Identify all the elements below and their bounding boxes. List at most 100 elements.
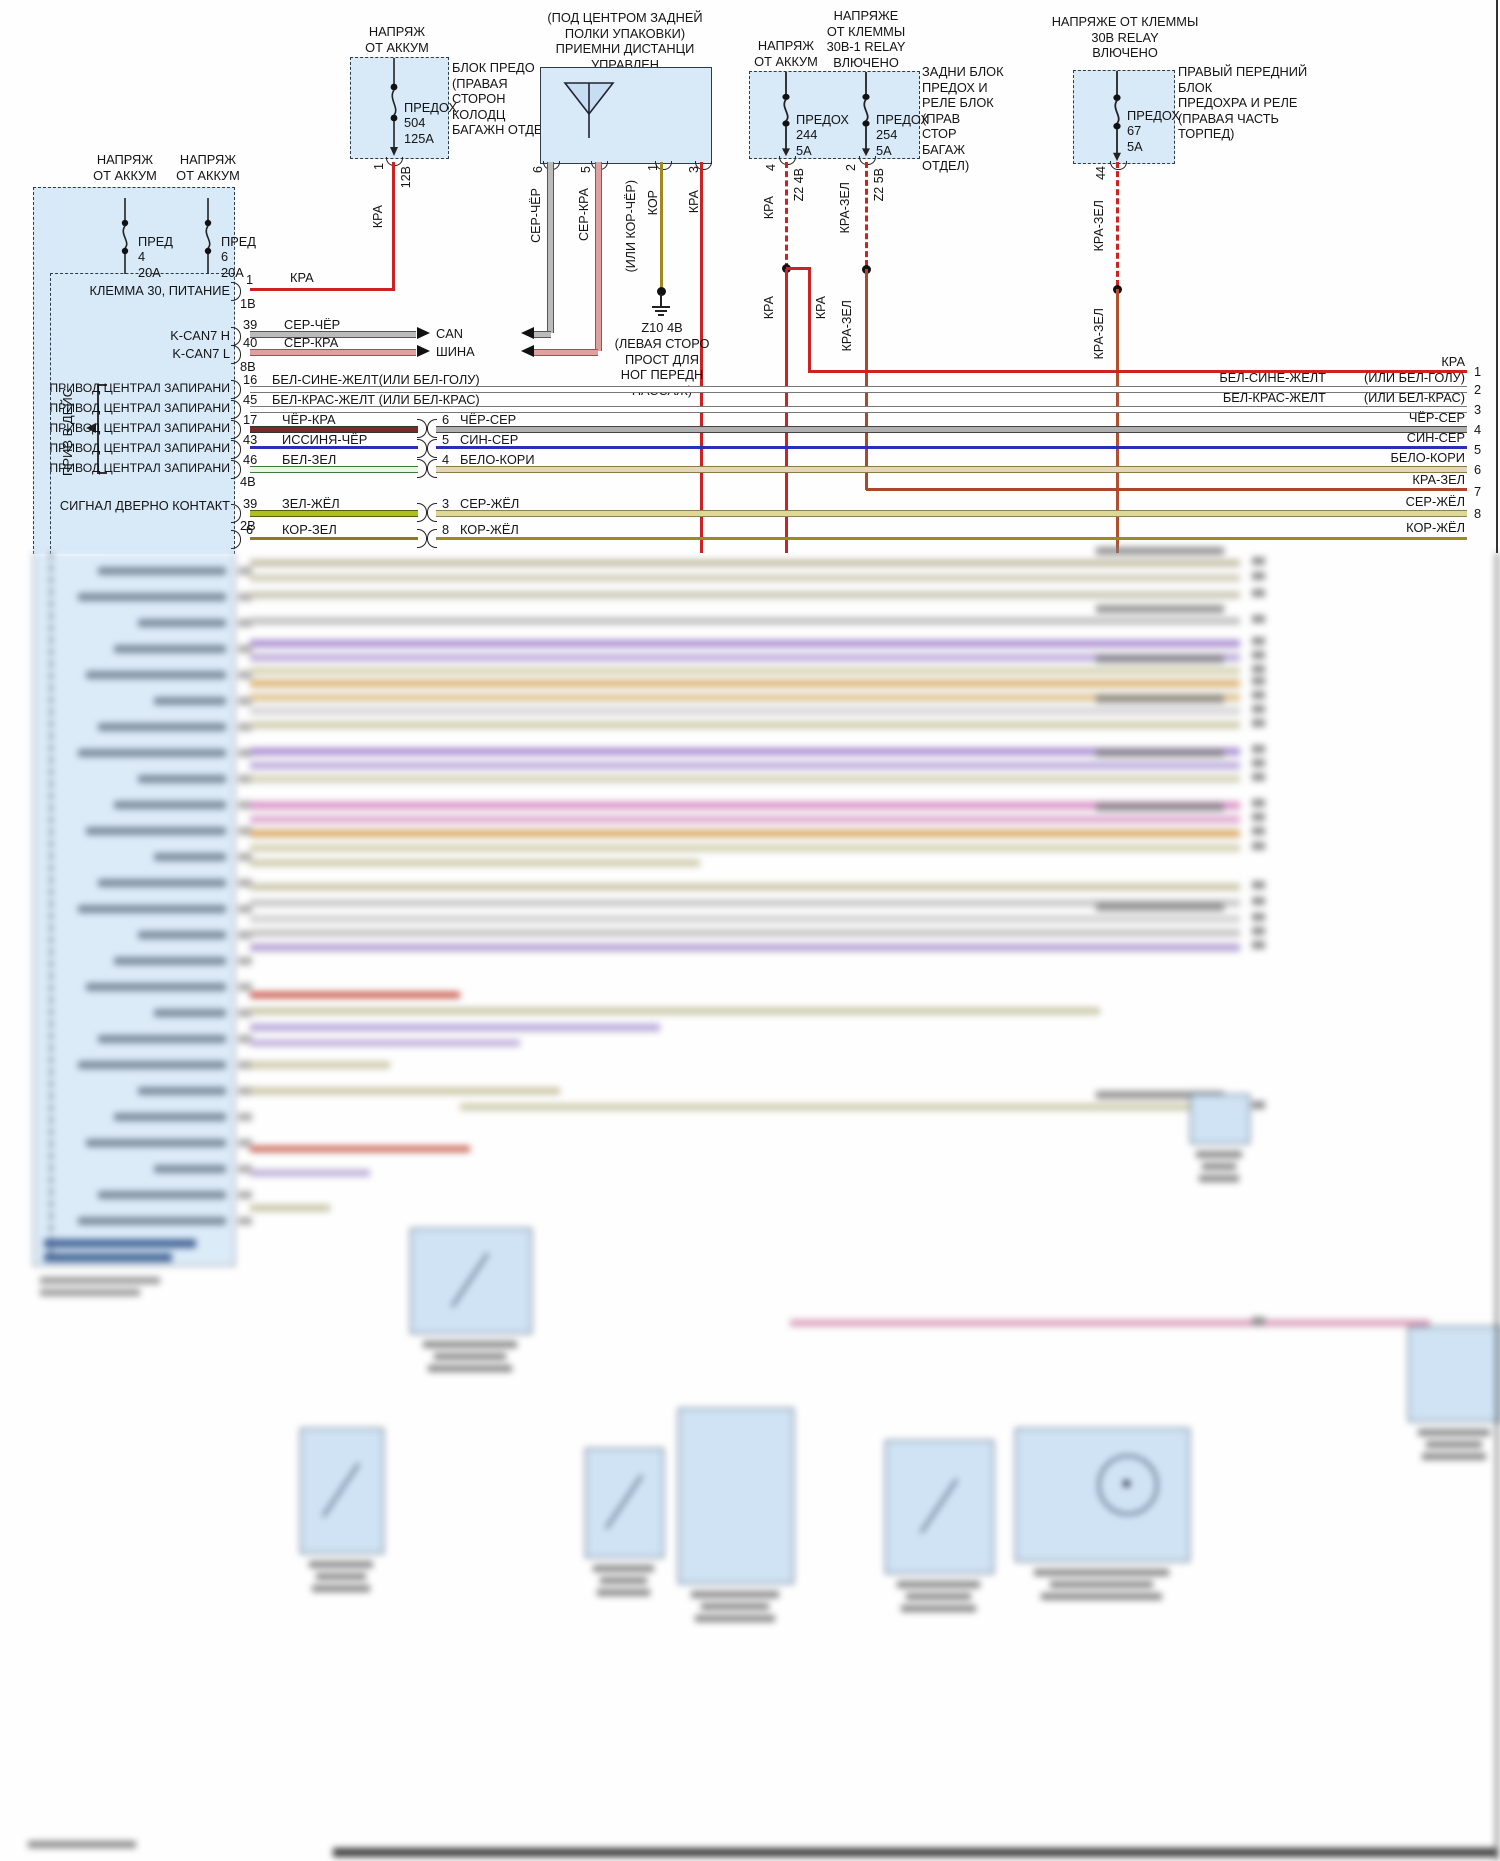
blurred-right-number	[1252, 615, 1265, 623]
blurred-wire-h	[790, 1320, 1430, 1326]
wire-sin-ser	[436, 446, 1467, 450]
wire-kra-branch-h	[786, 267, 811, 270]
antenna-pin6-wire-label: СЕР-ЧЁР	[529, 188, 543, 243]
blurred-module-inner-border	[50, 553, 52, 1253]
blurred-wire-h	[250, 762, 1240, 769]
blurred-component-label	[1198, 1175, 1240, 1182]
blurred-module-row-label	[86, 983, 226, 991]
blurred-component-label	[896, 1581, 981, 1588]
blurred-wire-h	[250, 560, 1240, 566]
pin-number: 17	[243, 412, 258, 427]
wire-label: КРА	[290, 270, 314, 285]
blurred-right-number	[1252, 677, 1265, 685]
blurred-pin-stub	[238, 1009, 252, 1017]
pin-number: 43	[243, 432, 258, 447]
wire-krazel-dashed	[1116, 162, 1119, 286]
mid-connector	[417, 419, 427, 438]
fuse-symbol	[1113, 71, 1121, 162]
fuse-symbol	[390, 58, 398, 156]
mid-wire-label: ЧЁР-СЕР	[460, 412, 517, 427]
lock-row-label: ПРИВОД ЦЕНТРАЛ ЗАПИРАНИ	[49, 421, 230, 435]
wire-label: БЕЛ-КРАС-ЖЕЛТ (ИЛИ БЕЛ-КРАС)	[272, 392, 480, 407]
antenna-pin6-number: 6	[531, 166, 545, 173]
blurred-right-label	[1096, 749, 1224, 757]
fuse-symbol	[782, 72, 790, 157]
connector-label: 8В	[240, 359, 256, 374]
wire-krazel-dashed	[865, 162, 868, 266]
row-kcan7l-label: K-CAN7 L	[172, 346, 230, 361]
ground-bar	[652, 306, 670, 308]
blurred-wire-h	[250, 640, 1240, 647]
blurred-module-row-label	[114, 1113, 226, 1121]
blurred-pin-stub	[238, 645, 252, 653]
blurred-pin-stub	[238, 749, 252, 757]
mid-pin-number: 8	[442, 522, 450, 537]
blurred-wire-h	[250, 1146, 470, 1152]
blurred-component-label	[901, 1605, 976, 1612]
blurred-component-box	[678, 1408, 794, 1584]
blurred-note	[40, 1277, 160, 1284]
blurred-right-number	[1252, 941, 1265, 949]
fuse244-pin-number: 4	[764, 164, 778, 171]
wire-kor-zhyol	[436, 537, 1467, 540]
pin-number: 40	[243, 335, 258, 350]
blurred-pin-stub	[238, 697, 252, 705]
group-bracket	[97, 472, 107, 474]
blurred-component-box	[1190, 1094, 1250, 1144]
blurred-right-number	[1252, 927, 1265, 935]
mid-wire-label: СИН-СЕР	[460, 432, 519, 447]
connector-label: 2В	[240, 518, 256, 533]
ground-junction-dot	[657, 287, 666, 296]
blurred-wire-h	[460, 1104, 1240, 1110]
row-kcan7h-label: K-CAN7 H	[170, 328, 230, 343]
right-wire-label: СЕР-ЖЁЛ	[1405, 494, 1465, 509]
blurred-wire-h	[250, 930, 1240, 936]
blurred-component-label	[434, 1353, 506, 1360]
can-arrow-left	[521, 345, 534, 357]
blurred-right-number	[1252, 759, 1265, 767]
blurred-pin-stub	[238, 1217, 252, 1225]
blurred-module-row-label	[78, 593, 226, 601]
ground-id-label: Z10 4В	[641, 320, 683, 335]
blurred-right-number	[1252, 1317, 1265, 1325]
right-wire-label: СИН-СЕР	[1406, 430, 1465, 445]
blurred-component-box	[300, 1428, 384, 1554]
fuse244-supply-label: НАПРЯЖ ОТ АККУМ	[754, 38, 818, 69]
right-row-number: 8	[1474, 506, 1482, 521]
left-module-inner-border	[50, 273, 234, 554]
blurred-module-row-label	[78, 1061, 226, 1069]
blurred-right-number	[1252, 557, 1265, 565]
blurred-component-box	[1015, 1428, 1190, 1562]
blurred-component-label	[700, 1603, 770, 1610]
fuse-symbol	[862, 72, 870, 157]
blurred-right-number	[1252, 842, 1265, 850]
blurred-pin-stub	[238, 1165, 252, 1173]
fuse67-label: ПРЕДОХ 67 5А	[1127, 107, 1180, 154]
blurred-pin-stub	[238, 827, 252, 835]
mid-wire-label: КОР-ЖЁЛ	[460, 522, 519, 537]
right-wire-label: КРА	[1441, 354, 1465, 369]
blurred-pin-stub	[238, 983, 252, 991]
blurred-wire-h	[250, 708, 1240, 714]
group-arrow	[86, 423, 96, 433]
antenna-icon	[563, 82, 615, 138]
blurred-pin-stub	[238, 619, 252, 627]
blurred-component-label	[428, 1365, 512, 1372]
blurred-right-label	[1096, 655, 1224, 663]
connector-label: 4В	[240, 474, 256, 489]
fuse504-pin-number: 1	[372, 163, 386, 170]
pin-number: 45	[243, 392, 258, 407]
pin-number: 39	[243, 496, 258, 511]
blurred-component-label	[1418, 1429, 1490, 1436]
blurred-pin-stub	[238, 567, 252, 575]
wire-label: ЧЁР-КРА	[282, 412, 336, 427]
wire-krazel-label: КРА-ЗЕЛ	[840, 300, 854, 352]
pin-number: 1	[246, 272, 254, 287]
wire-bel-zel	[250, 466, 418, 473]
blurred-right-number	[1252, 589, 1265, 597]
fuse254-connector-label: Z2 5В	[872, 168, 886, 202]
fuse67-supply-label: НАПРЯЖЕ ОТ КЛЕММЫ 30В RELAY ВЛЮЧЕНО	[1051, 14, 1199, 61]
wire-zel-zhyol	[250, 510, 418, 517]
blurred-right-label	[1096, 605, 1224, 613]
blurred-component-label	[1049, 1581, 1154, 1588]
